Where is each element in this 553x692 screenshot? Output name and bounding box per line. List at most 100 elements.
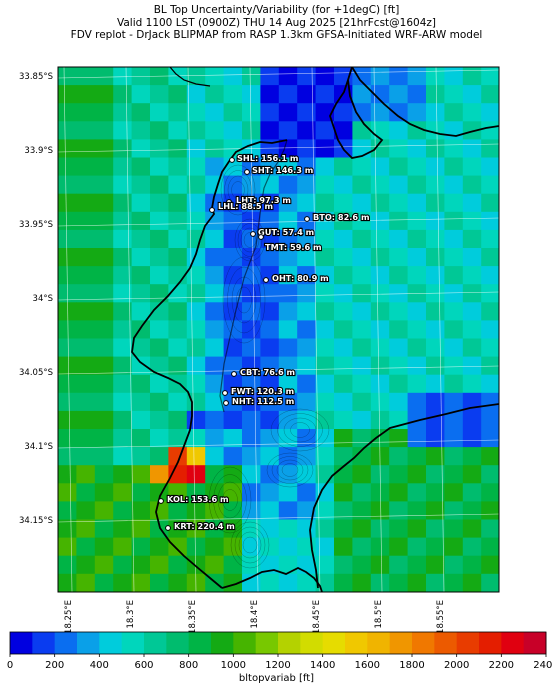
raster-cell: [426, 139, 445, 158]
raster-cell: [389, 320, 408, 339]
latitude-tick-label: 33.95°S: [19, 220, 53, 230]
raster-cell: [370, 302, 390, 321]
raster-cell: [407, 175, 427, 195]
raster-cell: [242, 284, 261, 303]
raster-cell: [150, 338, 169, 357]
raster-cell: [352, 410, 372, 430]
raster-cell: [150, 157, 169, 176]
raster-cell: [186, 302, 206, 321]
raster-cell: [426, 392, 445, 412]
raster-cell: [94, 555, 114, 575]
raster-cell: [113, 392, 132, 412]
raster-cell: [444, 447, 464, 466]
raster-cell: [242, 374, 261, 394]
raster-cell: [76, 103, 96, 122]
raster-cell: [58, 555, 77, 575]
raster-cell: [407, 229, 427, 249]
raster-cell: [297, 519, 316, 538]
raster-cell: [278, 85, 298, 104]
raster-cell: [205, 85, 224, 104]
raster-cell: [242, 338, 261, 357]
raster-cell: [297, 266, 316, 285]
raster-cell: [426, 356, 445, 376]
raster-cell: [242, 410, 261, 430]
raster-cell: [223, 447, 243, 466]
station-label: KRT: 220.4 m: [174, 521, 235, 531]
station-label: OHT: 80.9 m: [272, 273, 329, 283]
raster-cell: [444, 248, 464, 267]
raster-cell: [186, 320, 206, 339]
raster-cell: [150, 284, 169, 303]
colorbar-tick-label: 200: [45, 660, 64, 671]
raster-cell: [278, 175, 298, 195]
raster-cell: [389, 175, 408, 195]
raster-cell: [260, 85, 280, 104]
raster-cell: [150, 374, 169, 394]
raster-cell: [352, 447, 372, 466]
raster-cell: [352, 175, 372, 195]
raster-cell: [223, 284, 243, 303]
colorbar-swatch: [121, 632, 145, 654]
raster-cell: [186, 193, 206, 213]
station-marker: [223, 400, 229, 406]
raster-cell: [131, 85, 151, 104]
raster-cell: [278, 501, 298, 520]
station-marker: [304, 216, 310, 222]
raster-cell: [370, 374, 390, 394]
raster-cell: [297, 392, 316, 412]
raster-cell: [462, 175, 482, 195]
colorbar-swatch: [345, 632, 368, 654]
contour-line: [231, 181, 245, 199]
contour-line: [281, 463, 299, 477]
raster-cell: [334, 519, 353, 538]
raster-cell: [462, 447, 482, 466]
raster-cell: [297, 175, 316, 195]
raster-cell: [94, 465, 114, 484]
station-marker: [229, 157, 235, 163]
raster-cell: [242, 573, 261, 592]
raster-cell: [168, 121, 188, 140]
raster-cell: [297, 320, 316, 339]
raster-cell: [315, 429, 335, 448]
raster-cell: [113, 573, 132, 592]
raster-cell: [186, 175, 206, 195]
raster-cell: [186, 429, 206, 448]
raster-cell: [334, 175, 353, 195]
raster-cell: [370, 85, 390, 104]
raster-cell: [370, 248, 390, 267]
raster-cell: [223, 175, 243, 195]
raster-cell: [131, 139, 151, 158]
raster-cell: [94, 374, 114, 394]
raster-cell: [168, 483, 188, 502]
raster-cell: [315, 447, 335, 466]
raster-cell: [58, 465, 77, 484]
raster-cell: [352, 302, 372, 321]
raster-cell: [223, 103, 243, 122]
raster-cell: [389, 121, 408, 140]
meridian-line: [311, 67, 321, 592]
raster-cell: [481, 573, 499, 592]
raster-cell: [481, 537, 499, 557]
raster-cell: [150, 320, 169, 339]
station-label: TMT: 59.6 m: [265, 242, 322, 252]
raster-cell: [205, 211, 224, 231]
raster-cell: [205, 320, 224, 339]
raster-cell: [113, 465, 132, 484]
raster-cell: [113, 447, 132, 466]
raster-cell: [352, 501, 372, 520]
latitude-axis: 33.85°S 33.9°S 33.95°S 34°S 34.05°S 34.1°S 34.…: [19, 72, 53, 526]
raster-cell: [76, 537, 96, 557]
raster-cell: [370, 320, 390, 339]
raster-cell: [444, 85, 464, 104]
contour-line: [222, 489, 238, 511]
raster-cell: [58, 121, 77, 140]
raster-cell: [131, 302, 151, 321]
contour-line: [234, 526, 266, 564]
raster-cell: [260, 465, 280, 484]
raster-cell: [426, 302, 445, 321]
raster-cell: [168, 229, 188, 249]
raster-cell: [297, 248, 316, 267]
raster-cell: [76, 519, 96, 538]
raster-cell: [389, 284, 408, 303]
station-marker: [165, 525, 171, 531]
